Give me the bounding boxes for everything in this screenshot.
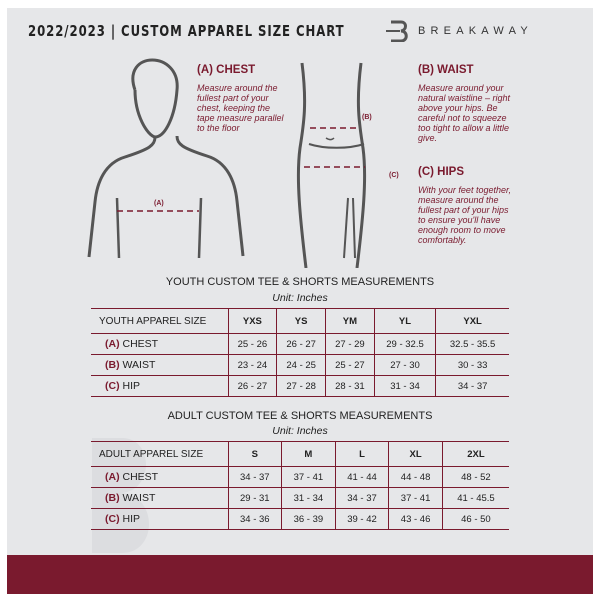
measurement-cell: 43 - 46: [388, 508, 443, 530]
row-name: WAIST: [122, 492, 156, 504]
measurement-cell: 34 - 37: [227, 466, 282, 488]
youth-unit: Unit: Inches: [272, 292, 328, 304]
measurement-cell: 34 - 36: [227, 508, 282, 530]
row-code: (C): [105, 380, 120, 392]
hips-description: With your feet together, measure around …: [418, 185, 511, 245]
waist-description: Measure around your natural waistline – …: [418, 83, 511, 143]
hips-heading: (C) HIPS: [418, 166, 464, 178]
size-chart-page: 2022/2023 | CUSTOM APPAREL SIZE CHART BR…: [7, 8, 593, 594]
measurement-cell: 31 - 34: [281, 487, 336, 509]
measurement-cell: 25 - 26: [227, 333, 277, 355]
size-header: L: [334, 441, 389, 467]
row-label: (B) WAIST: [91, 354, 228, 376]
youth-size-table: YOUTH APPAREL SIZE YXS YS YM YL YXL (A) …: [91, 308, 509, 397]
adult-table-title: ADULT CUSTOM TEE & SHORTS MEASUREMENTS: [167, 410, 433, 422]
adult-unit: Unit: Inches: [272, 425, 328, 437]
measurement-cell: 36 - 39: [281, 508, 336, 530]
size-header: YXS: [227, 308, 277, 334]
measurement-cell: 31 - 34: [373, 375, 436, 397]
measurement-cell: 23 - 24: [227, 354, 277, 376]
row-code: (C): [105, 513, 120, 525]
header-label: ADULT APPAREL SIZE: [91, 441, 228, 467]
waist-marker: (B): [362, 114, 372, 121]
measurement-cell: 26 - 27: [227, 375, 277, 397]
footer-band: [7, 555, 593, 594]
row-name: HIP: [122, 513, 141, 525]
size-header: YM: [325, 308, 375, 334]
measurement-cell: 27 - 28: [276, 375, 326, 397]
size-header: YS: [276, 308, 326, 334]
row-name: CHEST: [122, 471, 159, 483]
body-figures: [87, 58, 367, 268]
table-row: (A) CHEST 34 - 37 37 - 41 41 - 44 44 - 48 48 …: [91, 466, 509, 488]
size-header: YL: [373, 308, 436, 334]
row-name: WAIST: [122, 359, 156, 371]
measurement-cell: 29 - 32.5: [373, 333, 436, 355]
row-name: HIP: [122, 380, 141, 392]
size-header: S: [227, 441, 282, 467]
size-header: XL: [388, 441, 443, 467]
size-header: 2XL: [441, 441, 509, 467]
page-title: 2022/2023 | CUSTOM APPAREL SIZE CHART: [28, 22, 345, 40]
row-code: (A): [105, 338, 120, 350]
measurement-cell: 29 - 31: [227, 487, 282, 509]
row-label: (B) WAIST: [91, 487, 228, 509]
breakaway-logo: [386, 20, 408, 42]
youth-table-title: YOUTH CUSTOM TEE & SHORTS MEASUREMENTS: [165, 276, 435, 288]
table-row: (C) HIP 26 - 27 27 - 28 28 - 31 31 - 34 34 - …: [91, 375, 509, 397]
measurement-cell: 26 - 27: [276, 333, 326, 355]
measurement-cell: 28 - 31: [325, 375, 375, 397]
measurement-cell: 39 - 42: [334, 508, 389, 530]
row-label: (A) CHEST: [91, 466, 228, 488]
chest-description: Measure around the fullest part of your …: [197, 83, 284, 133]
table-header-row: YOUTH APPAREL SIZE YXS YS YM YL YXL: [91, 308, 509, 334]
header-label: YOUTH APPAREL SIZE: [91, 308, 228, 334]
measurement-cell: 41 - 45.5: [441, 487, 509, 509]
measurement-cell: 30 - 33: [435, 354, 509, 376]
measurement-cell: 41 - 44: [334, 466, 389, 488]
measurement-cell: 44 - 48: [388, 466, 443, 488]
size-header: M: [281, 441, 336, 467]
table-row: (B) WAIST 29 - 31 31 - 34 34 - 37 37 - 41 41 …: [91, 487, 509, 509]
measurement-cell: 32.5 - 35.5: [435, 333, 509, 355]
measurement-cell: 34 - 37: [334, 487, 389, 509]
row-code: (B): [105, 492, 120, 504]
table-header-row: ADULT APPAREL SIZE S M L XL 2XL: [91, 441, 509, 467]
measurement-cell: 25 - 27: [325, 354, 375, 376]
row-code: (A): [105, 471, 120, 483]
table-row: (B) WAIST 23 - 24 24 - 25 25 - 27 27 - 30 30 …: [91, 354, 509, 376]
row-name: CHEST: [122, 338, 159, 350]
table-row: (A) CHEST 25 - 26 26 - 27 27 - 29 29 - 32.5 3…: [91, 333, 509, 355]
measurement-cell: 34 - 37: [435, 375, 509, 397]
hips-marker: (C): [389, 172, 399, 179]
measurement-cell: 27 - 29: [325, 333, 375, 355]
brand-name: BREAKAWAY: [418, 25, 533, 37]
row-label: (C) HIP: [91, 508, 228, 530]
row-code: (B): [105, 359, 120, 371]
waist-heading: (B) WAIST: [418, 64, 474, 76]
measurement-cell: 46 - 50: [441, 508, 509, 530]
measurement-cell: 48 - 52: [441, 466, 509, 488]
row-label: (C) HIP: [91, 375, 228, 397]
row-label: (A) CHEST: [91, 333, 228, 355]
measurement-cell: 37 - 41: [281, 466, 336, 488]
measurement-cell: 27 - 30: [373, 354, 436, 376]
measurement-cell: 24 - 25: [276, 354, 326, 376]
chest-marker: (A): [154, 200, 164, 207]
chest-heading: (A) CHEST: [197, 64, 256, 76]
adult-size-table: ADULT APPAREL SIZE S M L XL 2XL (A) CHES…: [91, 441, 509, 530]
measurement-cell: 37 - 41: [388, 487, 443, 509]
size-header: YXL: [435, 308, 509, 334]
table-row: (C) HIP 34 - 36 36 - 39 39 - 42 43 - 46 46 - …: [91, 508, 509, 530]
